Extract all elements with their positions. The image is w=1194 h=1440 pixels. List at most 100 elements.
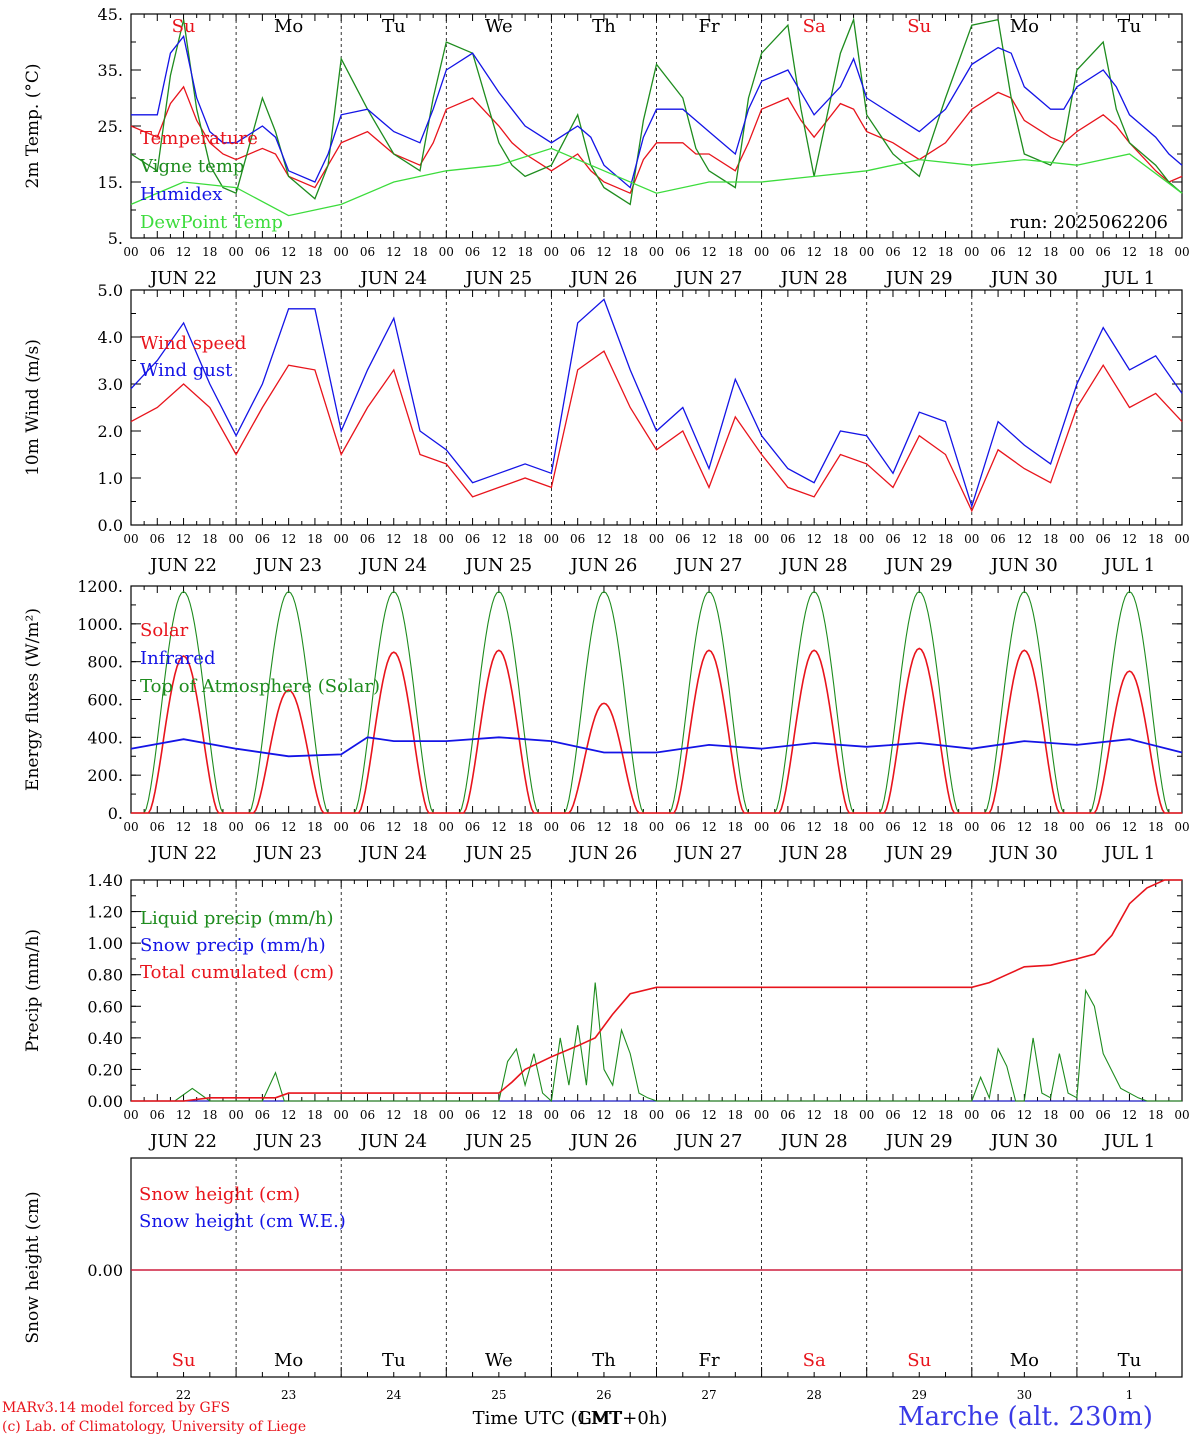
series-line-dewpoint-temp <box>130 147 1183 217</box>
date-label: JUN 24 <box>358 1131 427 1152</box>
y-tick-label: 600. <box>87 691 123 710</box>
y-tick-label: 0.00 <box>87 1261 123 1280</box>
y-axis-label: Snow height (cm) <box>23 1191 43 1343</box>
series-line-total-cumulated-cm- <box>131 879 1182 1102</box>
hour-tick-label: 12 <box>1122 245 1137 259</box>
day-number-label: 29 <box>912 1388 927 1402</box>
hour-tick-label: 06 <box>255 820 270 834</box>
hour-tick-label: 18 <box>307 532 322 546</box>
date-label: JUN 30 <box>989 268 1058 289</box>
legend-entry: Snow precip (mm/h) <box>140 935 326 956</box>
hour-tick-label: 06 <box>1096 1108 1111 1122</box>
hour-tick-label: 06 <box>150 820 165 834</box>
hour-tick-label: 06 <box>990 532 1005 546</box>
hour-tick-label: 00 <box>334 1108 349 1122</box>
date-label: JUN 25 <box>463 843 532 864</box>
weekday-label: Tu <box>382 1350 406 1371</box>
hour-tick-label: 06 <box>255 1108 270 1122</box>
hour-tick-label: 18 <box>938 245 953 259</box>
hour-tick-label: 12 <box>281 532 296 546</box>
date-label: JUN 26 <box>569 1131 638 1152</box>
date-label: JUN 29 <box>884 555 953 576</box>
hour-tick-label: 18 <box>938 1108 953 1122</box>
hour-tick-label: 18 <box>307 245 322 259</box>
hour-tick-label: 00 <box>859 820 874 834</box>
hour-tick-label: 00 <box>1069 245 1084 259</box>
hour-tick-label: 06 <box>990 820 1005 834</box>
series-line-infrared <box>130 736 1183 758</box>
hour-tick-label: 06 <box>780 532 795 546</box>
hour-tick-label: 00 <box>439 532 454 546</box>
weekday-label: Sa <box>803 16 826 37</box>
day-number-label: 26 <box>596 1388 611 1402</box>
hour-tick-label: 00 <box>859 245 874 259</box>
temperature-panel-frame <box>130 13 1183 239</box>
date-label: JUN 26 <box>569 555 638 576</box>
model-line: MARv3.14 model forced by GFS <box>2 1400 231 1416</box>
hour-tick-label: 12 <box>912 1108 927 1122</box>
date-label: JUL 1 <box>1102 1131 1156 1152</box>
day-number-label: 24 <box>386 1388 402 1402</box>
date-label: JUN 22 <box>148 555 217 576</box>
series-line-vigne-temp <box>130 17 1183 206</box>
hour-tick-label: 18 <box>728 820 743 834</box>
hour-tick-label: 12 <box>176 245 191 259</box>
hour-tick-label: 12 <box>491 532 506 546</box>
y-tick-label: 0.40 <box>87 1029 123 1048</box>
date-label: JUN 28 <box>779 555 848 576</box>
hour-tick-label: 06 <box>570 245 585 259</box>
hour-tick-label: 12 <box>1017 532 1032 546</box>
hour-tick-label: 00 <box>1174 1108 1189 1122</box>
x-axis-label: Time UTC (GMT+0h) <box>473 1408 668 1429</box>
weekday-label: Mo <box>1010 1350 1039 1371</box>
hour-tick-label: 00 <box>544 532 559 546</box>
hour-tick-label: 12 <box>807 820 822 834</box>
y-tick-label: 1.20 <box>87 903 123 922</box>
hour-tick-label: 18 <box>623 532 638 546</box>
hour-tick-label: 12 <box>281 820 296 834</box>
hour-tick-label: 12 <box>701 1108 716 1122</box>
date-label: JUL 1 <box>1102 268 1156 289</box>
hour-tick-label: 06 <box>360 820 375 834</box>
hour-tick-label: 18 <box>938 532 953 546</box>
date-label: JUN 23 <box>253 555 322 576</box>
hour-tick-label: 00 <box>754 820 769 834</box>
hour-tick-label: 18 <box>1148 1108 1163 1122</box>
date-label: JUN 26 <box>569 843 638 864</box>
date-label: JUN 24 <box>358 268 427 289</box>
hour-tick-label: 06 <box>675 1108 690 1122</box>
legend-entry: Snow height (cm W.E.) <box>139 1211 346 1232</box>
legend-entry: DewPoint Temp <box>140 212 283 233</box>
y-tick-label: 1.0 <box>98 469 123 488</box>
legend-entry: Temperature <box>140 128 258 149</box>
date-label: JUN 30 <box>989 843 1058 864</box>
hour-tick-label: 06 <box>990 1108 1005 1122</box>
date-label: JUN 24 <box>358 555 427 576</box>
hour-tick-label: 18 <box>938 820 953 834</box>
hour-tick-label: 00 <box>1174 532 1189 546</box>
hour-tick-label: 06 <box>465 1108 480 1122</box>
hour-tick-label: 00 <box>649 1108 664 1122</box>
date-label: JUN 26 <box>569 268 638 289</box>
hour-tick-label: 00 <box>859 1108 874 1122</box>
y-tick-label: 2.0 <box>98 422 123 441</box>
hour-tick-label: 12 <box>807 1108 822 1122</box>
hour-tick-label: 06 <box>150 1108 165 1122</box>
hour-tick-label: 12 <box>1017 245 1032 259</box>
hour-tick-label: 12 <box>491 820 506 834</box>
hour-tick-label: 00 <box>964 1108 979 1122</box>
hour-tick-label: 00 <box>228 245 243 259</box>
hour-tick-label: 06 <box>780 1108 795 1122</box>
weekday-label: Su <box>907 1350 931 1371</box>
credit-line: (c) Lab. of Climatology, University of L… <box>2 1419 307 1435</box>
hour-tick-label: 18 <box>1148 820 1163 834</box>
hour-tick-label: 06 <box>465 820 480 834</box>
date-label: JUN 24 <box>358 843 427 864</box>
date-label: JUN 28 <box>779 843 848 864</box>
hour-tick-label: 06 <box>255 532 270 546</box>
hour-tick-label: 00 <box>649 245 664 259</box>
hour-tick-label: 18 <box>517 1108 532 1122</box>
hour-tick-label: 00 <box>964 532 979 546</box>
weekday-label: Th <box>592 1350 616 1371</box>
hour-tick-label: 18 <box>833 532 848 546</box>
